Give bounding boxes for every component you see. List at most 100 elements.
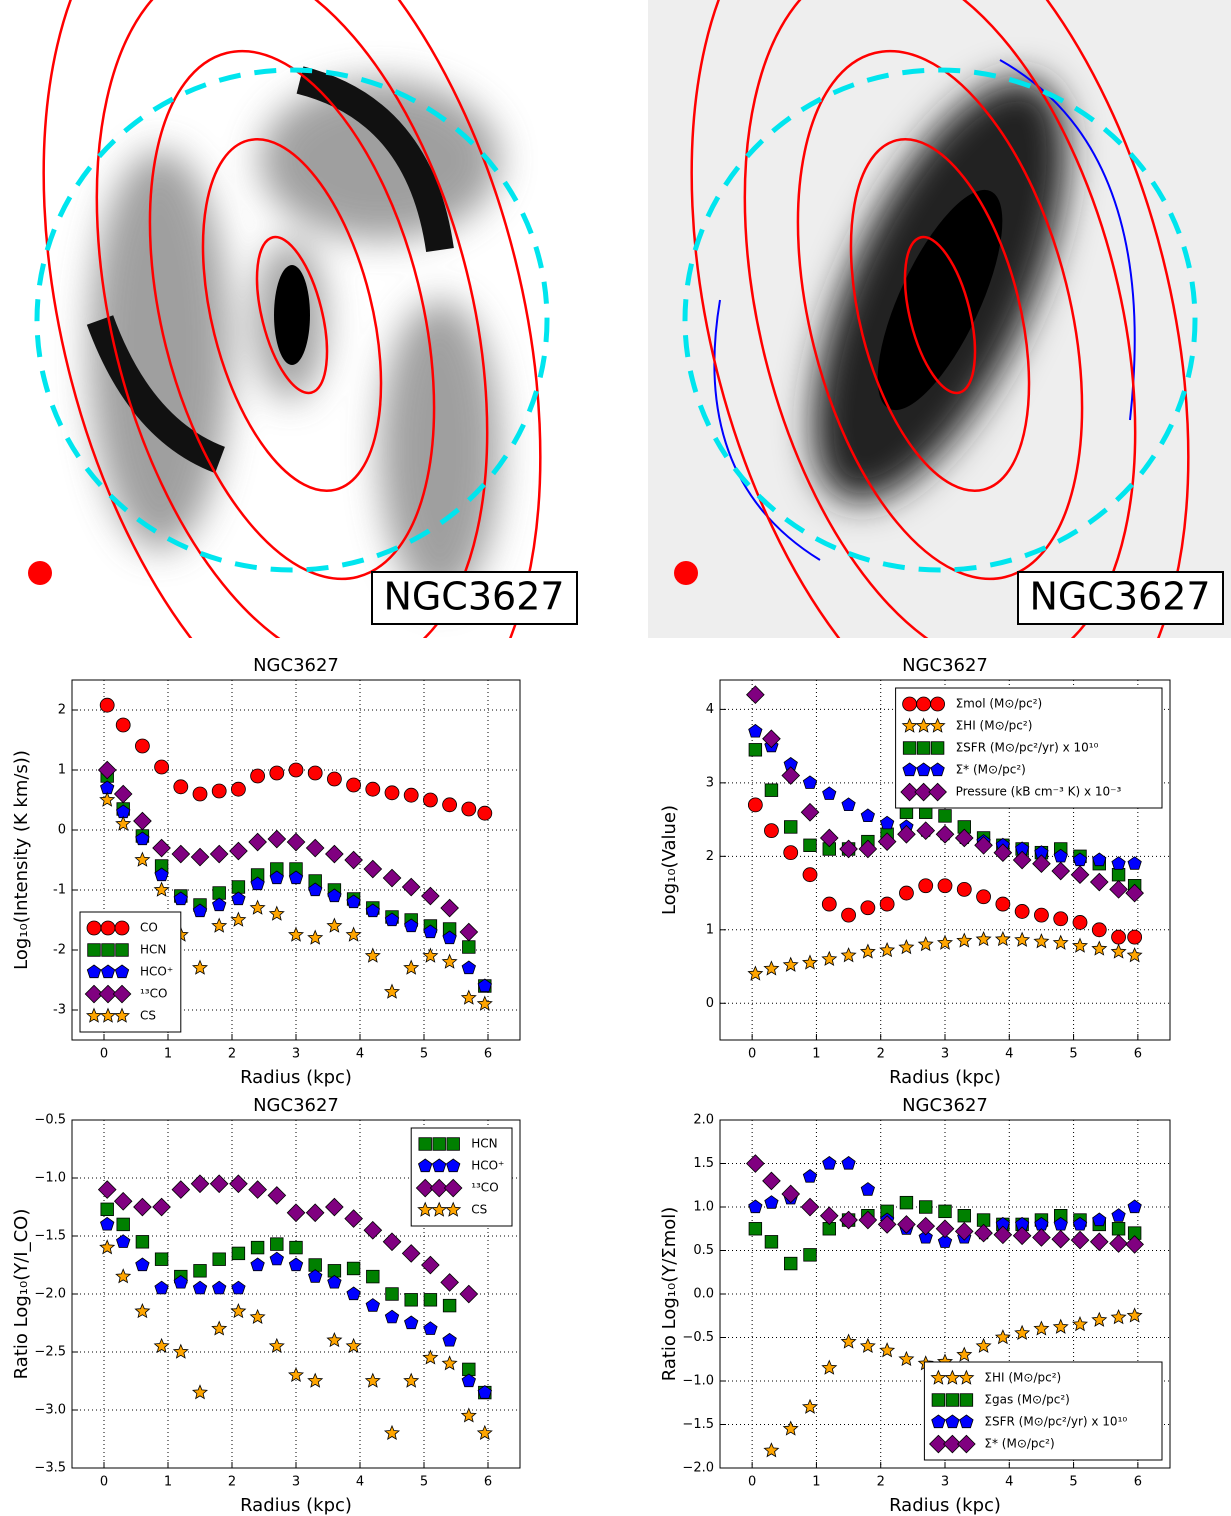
x-tick-label: 1 [812, 1475, 820, 1490]
marker [250, 876, 265, 891]
marker [154, 867, 169, 882]
marker [1014, 1324, 1031, 1340]
marker [860, 900, 876, 916]
marker [364, 947, 381, 963]
marker [1051, 1229, 1071, 1249]
x-tick-label: 4 [1005, 1475, 1013, 1490]
marker [346, 894, 361, 909]
legend-label: CO [140, 921, 158, 935]
marker [446, 1137, 460, 1151]
marker [384, 912, 400, 927]
marker [364, 1372, 381, 1388]
marker [937, 878, 953, 894]
marker [193, 1264, 207, 1278]
marker [899, 1195, 914, 1210]
marker [764, 823, 779, 839]
marker [1092, 1212, 1107, 1227]
marker [442, 1332, 457, 1347]
marker [747, 965, 764, 981]
y-tick-label: -2 [53, 943, 66, 958]
marker [421, 1255, 440, 1275]
marker [819, 1206, 839, 1226]
marker [100, 1216, 115, 1231]
marker [902, 741, 917, 755]
marker [930, 741, 945, 755]
marker [916, 1216, 936, 1236]
marker [1070, 1230, 1090, 1250]
chart-title: NGC3627 [253, 1095, 339, 1116]
marker [841, 907, 856, 923]
marker [931, 1393, 946, 1407]
marker [423, 1293, 438, 1307]
marker [1012, 1226, 1032, 1246]
marker [929, 717, 946, 733]
marker [858, 1210, 878, 1230]
y-tick-label: −2.5 [34, 1345, 66, 1360]
marker [1127, 929, 1143, 945]
marker [958, 1369, 975, 1385]
marker [1125, 1235, 1144, 1254]
marker [308, 882, 323, 897]
marker [101, 943, 115, 957]
y-tick-label: 2.0 [693, 1113, 714, 1128]
marker [154, 1280, 169, 1295]
marker [269, 1251, 284, 1266]
marker [860, 1182, 875, 1196]
x-tick-label: 3 [941, 1475, 949, 1490]
marker [191, 959, 209, 975]
marker [916, 696, 931, 712]
marker [307, 1372, 324, 1388]
marker [423, 924, 438, 939]
marker [326, 771, 342, 787]
marker [802, 1169, 818, 1183]
x-tick-label: 4 [356, 1475, 364, 1490]
marker [422, 1349, 439, 1365]
marker [938, 1204, 952, 1219]
legend-label: HCO⁺ [471, 1159, 504, 1173]
marker [1126, 1307, 1143, 1323]
marker [957, 1434, 976, 1454]
marker [1092, 852, 1107, 867]
marker [115, 815, 132, 831]
marker [956, 881, 972, 897]
marker [747, 797, 763, 813]
marker [270, 1237, 284, 1251]
marker [1034, 907, 1049, 923]
x-tick-label: 3 [292, 1475, 300, 1490]
marker [191, 1384, 209, 1400]
marker [211, 917, 228, 933]
marker [99, 697, 115, 713]
marker [995, 896, 1011, 912]
marker [1125, 883, 1144, 903]
marker [957, 1209, 971, 1223]
marker [100, 964, 116, 979]
marker [287, 926, 305, 942]
marker [877, 832, 897, 851]
legend-label: ΣSFR (M⊙/pc²/yr) x 10¹⁰ [984, 1415, 1127, 1429]
marker [994, 1329, 1011, 1345]
y-tick-label: −2.0 [34, 1287, 66, 1302]
y-tick-label: 0.5 [693, 1243, 714, 1258]
y-tick-label: -3 [53, 1003, 66, 1018]
marker [959, 1393, 974, 1407]
y-tick-label: −1.0 [34, 1171, 66, 1186]
marker [899, 885, 914, 901]
marker [822, 786, 837, 800]
x-tick-label: 4 [356, 1047, 364, 1062]
marker [954, 828, 974, 848]
marker [231, 1280, 246, 1295]
marker [477, 978, 492, 993]
marker [344, 850, 363, 870]
x-tick-label: 3 [292, 1047, 300, 1062]
y-tick-label: −0.5 [34, 1113, 66, 1128]
marker [461, 1373, 476, 1388]
marker [931, 1414, 946, 1429]
marker [135, 1257, 150, 1272]
marker [1051, 861, 1071, 881]
marker [171, 844, 191, 864]
y-tick-label: −3.0 [34, 1403, 66, 1418]
marker [764, 1195, 779, 1209]
marker [975, 930, 992, 947]
marker [363, 859, 383, 879]
marker [440, 898, 459, 918]
